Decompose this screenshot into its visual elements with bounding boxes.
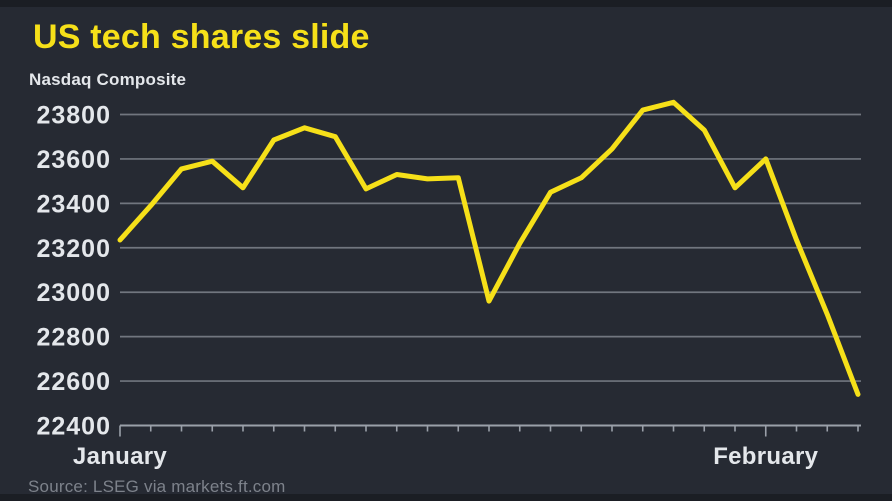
top-edge-shadow [0, 0, 892, 7]
source-text: Source: LSEG via markets.ft.com [28, 477, 286, 496]
y-axis-tick-label: 23200 [36, 235, 111, 263]
y-axis-tick-label: 23000 [36, 279, 111, 307]
x-axis-month-label: January [73, 443, 168, 470]
x-axis-month-label: February [713, 443, 818, 470]
chart-title: US tech shares slide [33, 18, 370, 56]
y-axis-tick-label: 22800 [36, 324, 111, 352]
price-line [117, 99, 861, 397]
y-axis-tick-label: 22600 [36, 368, 111, 396]
y-axis-tick-label: 23600 [36, 146, 111, 174]
y-axis-tick-label: 23400 [36, 190, 111, 218]
y-axis-tick-label: 22400 [36, 413, 111, 441]
bottom-edge-shadow [0, 494, 892, 501]
chart-subtitle: Nasdaq Composite [29, 70, 187, 89]
y-axis-tick-label: 23800 [36, 102, 111, 130]
